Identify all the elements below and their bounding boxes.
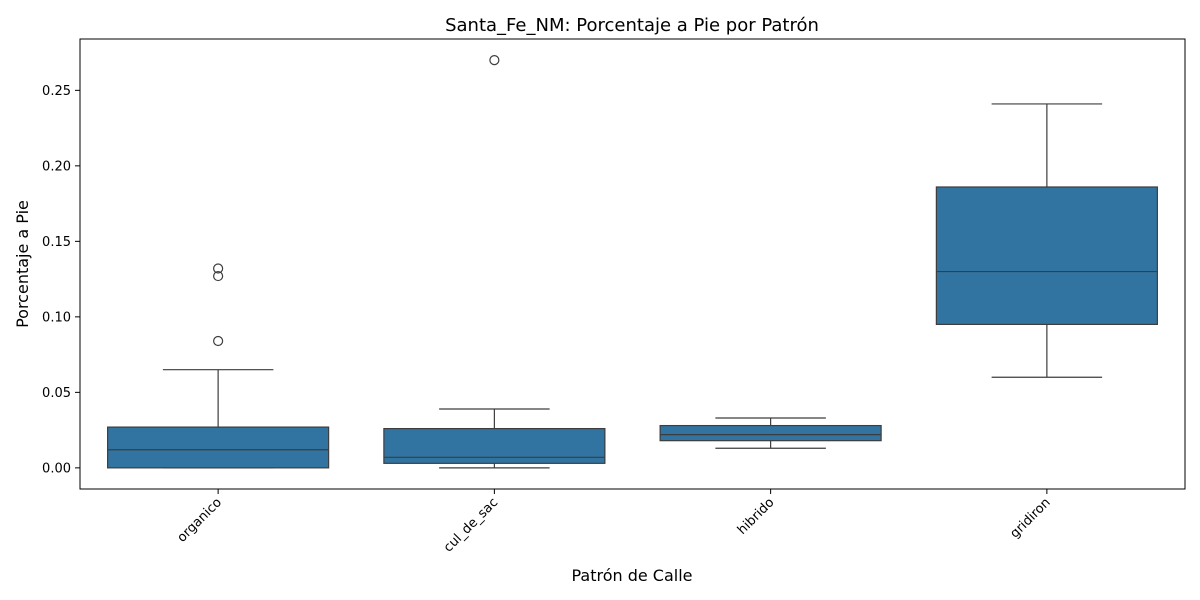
outlier-point: [213, 270, 224, 282]
y-tick-label: 0.10: [42, 310, 71, 325]
y-tick-label: 0.05: [42, 386, 71, 401]
box-group-organico: [107, 263, 330, 469]
x-tick-label: organico: [175, 495, 225, 545]
x-tick-label: gridiron: [1008, 495, 1054, 541]
box-iqr: [935, 186, 1158, 326]
y-tick-label: 0.15: [42, 235, 71, 250]
box-group-cul_de_sac: [383, 55, 606, 469]
y-axis-label: Porcentaje a Pie: [13, 200, 32, 328]
plot-area: [107, 55, 1158, 469]
box-iqr: [107, 426, 330, 469]
y-axis: 0.00 0.05 0.10 0.15 0.20 0.25: [42, 84, 80, 476]
y-tick-label: 0.20: [42, 159, 71, 174]
chart-title: Santa_Fe_NM: Porcentaje a Pie por Patrón: [445, 15, 819, 36]
plot-frame: [79, 38, 1186, 490]
x-tick-label: hibrido: [735, 495, 778, 538]
outlier-point: [489, 55, 500, 66]
outlier-point: [213, 335, 224, 347]
box-group-gridiron: [935, 103, 1158, 378]
y-tick-label: 0.00: [42, 461, 71, 476]
x-axis-label: Patrón de Calle: [571, 566, 692, 585]
outlier-point: [213, 263, 224, 274]
x-tick-label: cul_de_sac: [441, 495, 501, 555]
box-iqr: [383, 427, 606, 464]
x-axis: organico cul_de_sac hibrido gridiron: [175, 489, 1054, 555]
box-group-hibrido: [659, 417, 882, 449]
y-tick-label: 0.25: [42, 84, 71, 99]
box-iqr: [659, 424, 882, 442]
